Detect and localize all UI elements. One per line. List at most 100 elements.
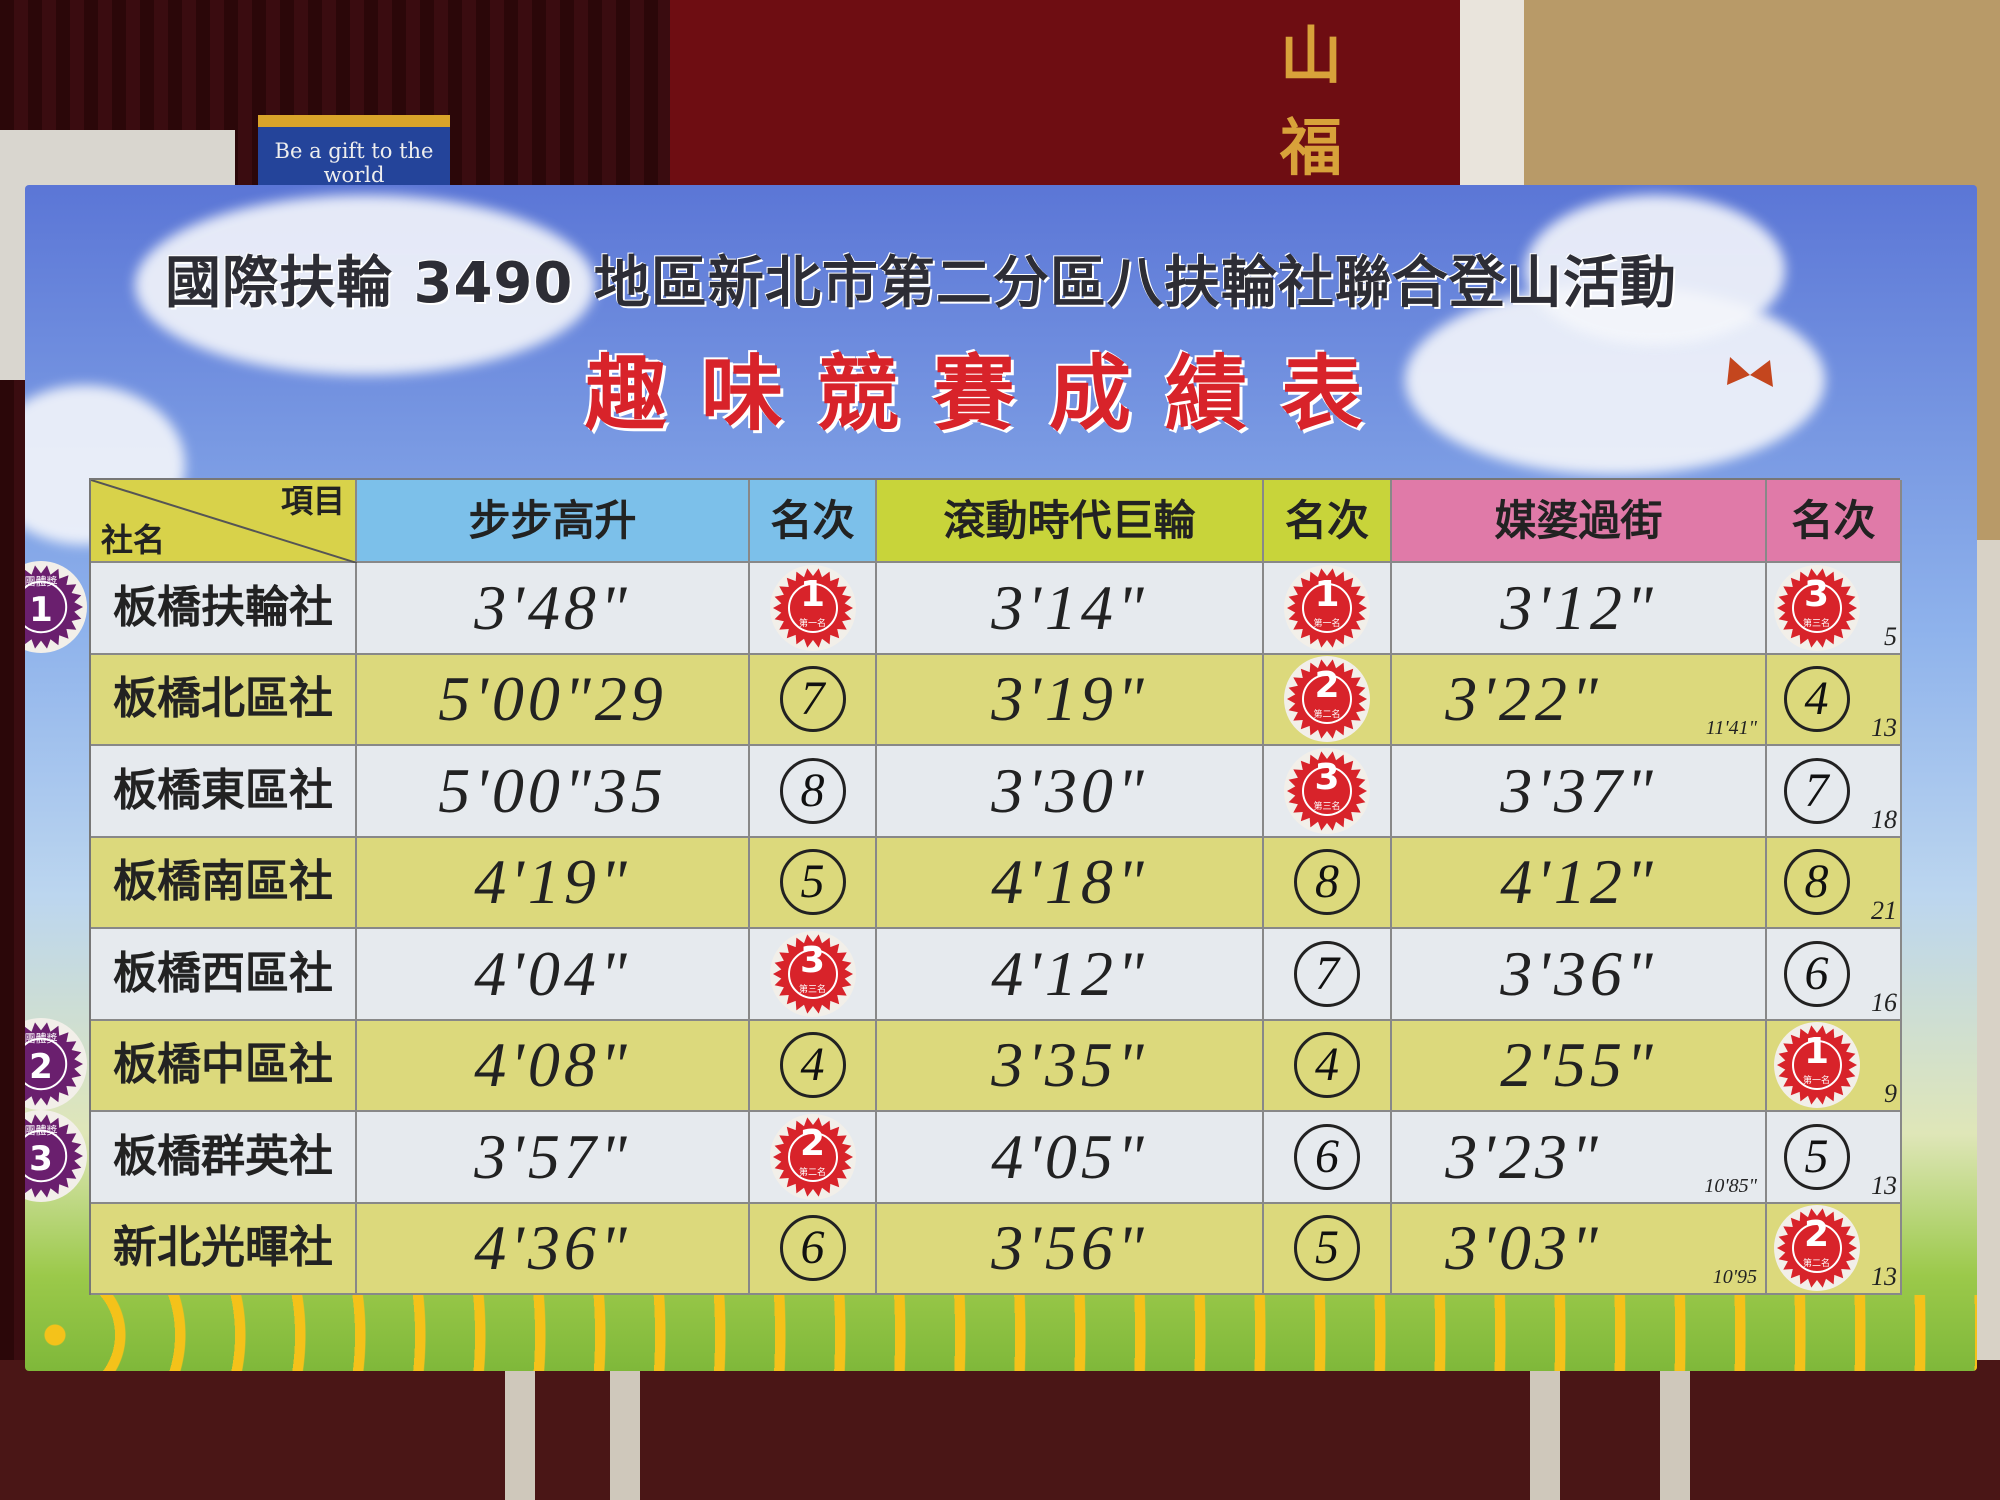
time-value: 4'36" [474, 1212, 631, 1284]
circled-rank: 5 [1783, 1123, 1850, 1190]
circled-rank: 8 [1294, 849, 1360, 916]
time-cell: 4'36" [357, 1203, 750, 1295]
board-subtitle: 趣味競賽成績表 [585, 347, 1398, 442]
rank-cell: 3 第三名 5 [1767, 563, 1902, 655]
floor [0, 1360, 2000, 1500]
time-value: 4'04" [474, 937, 631, 1009]
time-value: 4'08" [474, 1029, 631, 1101]
team-award-label: 團體獎 [25, 574, 58, 588]
team-award-place: 1 [29, 589, 53, 630]
time-value: 4'05" [991, 1120, 1148, 1192]
total-time-note: 10'85" [1704, 1174, 1757, 1197]
rank-cell: 4 [1264, 1020, 1392, 1112]
rank-header: 名次 [1264, 480, 1392, 563]
club-name: 板橋中區社 [113, 1039, 333, 1091]
time-value: 3'23" [1445, 1120, 1602, 1192]
rank-cell: 3 第三名 [750, 929, 877, 1021]
rank-value: 2 [799, 1122, 826, 1164]
rank-header: 名次 [1767, 480, 1902, 563]
time-cell: 4'05" [877, 1112, 1264, 1204]
rank-value: 3 [1803, 573, 1830, 615]
rank-total: 18 [1871, 804, 1897, 834]
circled-rank: 7 [779, 666, 846, 733]
sticker-label: 第一名 [1313, 618, 1341, 629]
rank-value: 2 [1803, 1214, 1830, 1256]
medal-sticker: 3 第三名 [1773, 564, 1860, 651]
rank-value: 3 [799, 939, 826, 981]
total-time-note: 11'41" [1705, 717, 1757, 739]
event-name: 步步高升 [468, 495, 637, 545]
time-cell: 3'19" [877, 654, 1264, 746]
time-cell: 3'56" [877, 1203, 1264, 1295]
time-value: 3'22" [1445, 663, 1602, 735]
time-cell: 4'08" [357, 1020, 750, 1112]
time-value: 3'56" [991, 1212, 1148, 1284]
rank-cell: 2 第二名 [750, 1112, 877, 1204]
time-value: 3'57" [474, 1120, 631, 1192]
rank-cell: 1 第一名 [1264, 563, 1392, 655]
time-value: 3'35" [991, 1029, 1148, 1101]
time-cell: 4'12" [1392, 837, 1767, 929]
medal-sticker: 1 第一名 [1773, 1022, 1860, 1109]
time-cell: 5'00"29 [357, 654, 750, 746]
time-value: 4'12" [1500, 846, 1657, 918]
circled-rank: 6 [779, 1215, 846, 1282]
rank-total: 5 [1884, 621, 1897, 651]
club-name: 板橋西區社 [113, 947, 333, 999]
flower-decoration [25, 1295, 1977, 1371]
medal-sticker: 3 第三名 [769, 930, 856, 1017]
circled-rank: 5 [1294, 1215, 1360, 1282]
rank-cell: 5 [1264, 1203, 1392, 1295]
rank-total: 16 [1871, 987, 1897, 1017]
butterfly-icon [1727, 357, 1773, 387]
easel-leg [610, 1370, 640, 1500]
rank-value: 1 [799, 573, 826, 615]
rank-cell: 1 第一名 [750, 563, 877, 655]
time-cell: 4'12" [877, 929, 1264, 1021]
banner-char: 福 [1280, 111, 1343, 184]
club-name-cell: 板橋扶輪社 [91, 563, 357, 655]
time-value: 2'55" [1500, 1029, 1657, 1101]
club-name-cell: 板橋西區社 [91, 929, 357, 1021]
circled-rank: 8 [1783, 849, 1850, 916]
club-name: 板橋東區社 [113, 764, 333, 816]
rank-total: 13 [1871, 713, 1897, 742]
event-name: 媒婆過街 [1494, 495, 1663, 545]
rank-label: 名次 [1791, 495, 1876, 545]
rank-value: 1 [1314, 573, 1340, 615]
circled-rank: 4 [1783, 666, 1850, 733]
event-name: 滾動時代巨輪 [943, 495, 1196, 545]
results-table: 項目 社名 步步高升 名次 滾動時代巨輪 名次 媒婆過街 名次 板橋扶輪社 3'48" 1 第一名 3'… [89, 478, 1902, 1295]
time-value: 3'48" [474, 571, 631, 643]
circled-rank: 7 [1294, 940, 1360, 1007]
time-cell: 3'12" [1392, 563, 1767, 655]
medal-sticker: 1 第一名 [1284, 564, 1370, 651]
rank-total: 13 [1871, 1170, 1897, 1200]
team-award-place: 3 [29, 1138, 53, 1179]
sticker-label: 第二名 [1802, 1259, 1830, 1270]
rank-label: 名次 [1284, 495, 1369, 545]
club-name: 新北光暉社 [113, 1222, 333, 1274]
board-title: 國際扶輪 3490 地區新北市第二分區八扶輪社聯合登山活動 [165, 251, 1677, 316]
rank-cell: 7 [1264, 929, 1392, 1021]
circled-rank: 5 [779, 849, 846, 916]
easel-leg [505, 1360, 535, 1500]
sticker-label: 第二名 [1313, 710, 1341, 721]
rank-value: 1 [1803, 1031, 1830, 1073]
club-label: 社名 [101, 521, 166, 559]
club-name-cell: 板橋南區社 [91, 837, 357, 929]
sticker-label: 第一名 [798, 618, 826, 629]
rank-label: 名次 [770, 495, 855, 545]
club-name: 板橋北區社 [113, 673, 333, 725]
sticker-label: 第三名 [1313, 801, 1341, 812]
banner-char: 山 [1280, 19, 1343, 92]
total-time-note: 10'95 [1712, 1266, 1757, 1288]
rank-header: 名次 [750, 480, 877, 563]
event-header: 步步高升 [357, 480, 750, 563]
time-value: 3'37" [1500, 754, 1657, 826]
circled-rank: 4 [779, 1032, 846, 1099]
time-cell: 3'22" 11'41" [1392, 654, 1767, 746]
time-cell: 3'48" [357, 563, 750, 655]
red-banner: 山 福 [670, 0, 1460, 190]
rank-cell: 4 13 [1767, 654, 1902, 746]
